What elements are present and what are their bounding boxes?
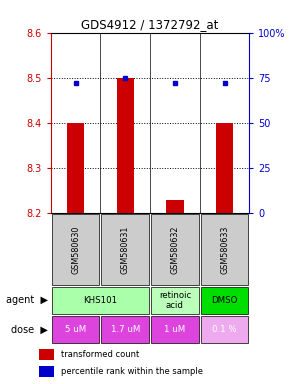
Text: GSM580633: GSM580633 (220, 225, 229, 274)
Text: DMSO: DMSO (211, 296, 238, 305)
Bar (201, 316, 249, 343)
Text: 5 uM: 5 uM (65, 325, 86, 334)
Bar (216, 123, 233, 213)
Bar (52, 316, 99, 343)
Bar (52, 214, 99, 285)
Bar (102, 316, 149, 343)
Bar (52, 287, 149, 314)
Text: GSM580631: GSM580631 (121, 225, 130, 274)
Text: transformed count: transformed count (61, 351, 139, 359)
Text: retinoic
acid: retinoic acid (159, 291, 191, 310)
Bar (67, 123, 84, 213)
Text: KHS101: KHS101 (83, 296, 117, 305)
Bar (151, 214, 199, 285)
Bar (151, 316, 199, 343)
Text: dose  ▶: dose ▶ (11, 324, 48, 334)
Text: 1.7 uM: 1.7 uM (110, 325, 140, 334)
Bar (39, 349, 54, 361)
Bar (102, 214, 149, 285)
Text: agent  ▶: agent ▶ (6, 295, 48, 306)
Text: 1 uM: 1 uM (164, 325, 186, 334)
Title: GDS4912 / 1372792_at: GDS4912 / 1372792_at (81, 18, 219, 31)
Bar (201, 214, 249, 285)
Bar (117, 78, 134, 213)
Bar (151, 287, 199, 314)
Text: GSM580632: GSM580632 (171, 225, 180, 274)
Bar (201, 287, 249, 314)
Text: percentile rank within the sample: percentile rank within the sample (61, 367, 203, 376)
Text: 0.1 %: 0.1 % (212, 325, 237, 334)
Text: GSM580630: GSM580630 (71, 225, 80, 274)
Bar (39, 366, 54, 377)
Bar (166, 200, 184, 213)
